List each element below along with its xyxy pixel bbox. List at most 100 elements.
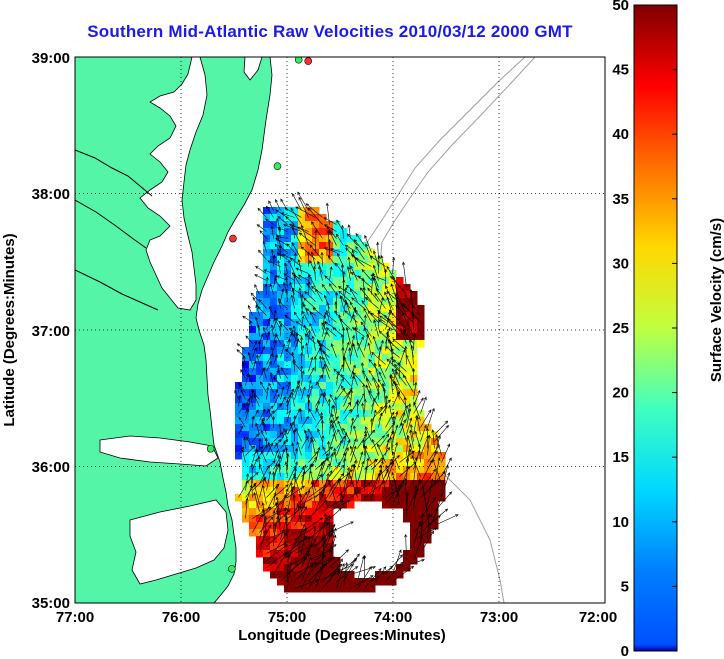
velocity-vector: [245, 408, 250, 421]
velocity-cell: [354, 298, 362, 306]
colorbar-tick-label: 30: [612, 255, 629, 272]
velocity-vector: [343, 408, 352, 421]
velocity-cell: [347, 459, 355, 467]
velocity-cell: [270, 403, 278, 411]
velocity-cell: [333, 585, 341, 593]
velocity-cell: [340, 368, 348, 376]
velocity-cell: [361, 585, 369, 593]
velocity-cell: [382, 424, 390, 432]
velocity-cell: [340, 466, 348, 474]
velocity-vector: [362, 439, 366, 456]
velocity-vector: [335, 291, 339, 309]
velocity-vector: [290, 207, 302, 225]
velocity-cell: [368, 452, 376, 460]
velocity-cell: [242, 375, 250, 383]
velocity-cell: [305, 361, 313, 369]
velocity-cell: [256, 410, 264, 418]
velocity-cell: [277, 501, 285, 509]
velocity-cell: [403, 494, 411, 502]
velocity-cell: [270, 277, 278, 285]
velocity-vector: [351, 297, 365, 309]
velocity-vector: [427, 507, 439, 533]
velocity-vector: [291, 442, 295, 456]
velocity-cell: [333, 564, 341, 572]
velocity-cell: [263, 207, 271, 215]
velocity-cell: [256, 445, 264, 453]
velocity-cell: [410, 354, 418, 362]
velocity-vector: [362, 369, 372, 386]
velocity-vector: [342, 279, 346, 295]
velocity-cell: [312, 431, 320, 439]
velocity-cell: [396, 396, 404, 404]
velocity-cell: [277, 557, 285, 565]
velocity-cell: [256, 536, 264, 544]
lat-tick-label: 35:00: [32, 595, 70, 612]
velocity-vector: [297, 380, 302, 393]
velocity-cell: [291, 305, 299, 313]
velocity-cell: [431, 473, 439, 481]
velocity-cell: [249, 438, 257, 446]
velocity-vector: [251, 415, 255, 428]
lat-tick-label: 37:00: [32, 323, 70, 340]
velocity-cell: [242, 410, 250, 418]
velocity-cell: [291, 263, 299, 271]
velocity-vector: [392, 275, 400, 302]
velocity-cell: [284, 256, 292, 264]
colorbar-tick-label: 10: [612, 514, 629, 531]
velocity-cell: [347, 382, 355, 390]
velocity-vector: [385, 346, 400, 358]
velocity-vector: [313, 265, 317, 281]
velocity-cell: [312, 249, 320, 257]
velocity-vector: [346, 266, 351, 281]
velocity-cell: [284, 284, 292, 292]
velocity-cell: [382, 438, 390, 446]
velocity-cell: [382, 326, 390, 334]
velocity-cell: [368, 445, 376, 453]
velocity-vector: [242, 315, 253, 323]
velocity-cell: [431, 487, 439, 495]
velocity-vector: [311, 286, 323, 295]
velocity-vector: [399, 558, 425, 568]
velocity-vector: [322, 529, 334, 554]
velocity-cell: [277, 361, 285, 369]
velocity-vector: [329, 549, 350, 568]
velocity-cell: [333, 452, 341, 460]
velocity-vector: [322, 513, 327, 540]
velocity-cell: [291, 410, 299, 418]
velocity-cell: [382, 354, 390, 362]
velocity-cell: [319, 543, 327, 551]
velocity-vector: [277, 259, 281, 274]
velocity-vector: [298, 287, 302, 302]
velocity-vector: [318, 265, 323, 281]
velocity-cell: [396, 438, 404, 446]
velocity-vector: [392, 480, 404, 505]
velocity-vector: [387, 318, 407, 337]
velocity-vector: [327, 255, 337, 267]
velocity-vector: [250, 463, 254, 484]
velocity-vector: [294, 523, 306, 547]
velocity-cell: [368, 473, 376, 481]
velocity-vector: [266, 317, 271, 330]
velocity-vector: [271, 471, 276, 491]
velocity-vector: [301, 527, 307, 554]
velocity-vector: [351, 254, 365, 267]
velocity-cell: [333, 431, 341, 439]
velocity-cell: [396, 291, 404, 299]
velocity-cell: [417, 431, 425, 439]
velocity-vector: [392, 338, 407, 351]
velocity-vector: [384, 268, 388, 288]
velocity-cell: [354, 389, 362, 397]
velocity-cell: [347, 571, 355, 579]
velocity-vector: [378, 412, 383, 428]
velocity-cell: [235, 452, 243, 460]
velocity-cell: [270, 487, 278, 495]
velocity-vector: [309, 322, 316, 337]
velocity-cell: [312, 515, 320, 523]
velocity-vector: [343, 562, 349, 589]
velocity-cell: [305, 326, 313, 334]
velocity-cell: [340, 424, 348, 432]
velocity-cell: [396, 501, 404, 509]
velocity-cell: [277, 207, 285, 215]
velocity-vector: [326, 301, 330, 316]
velocity-vector: [329, 433, 336, 449]
